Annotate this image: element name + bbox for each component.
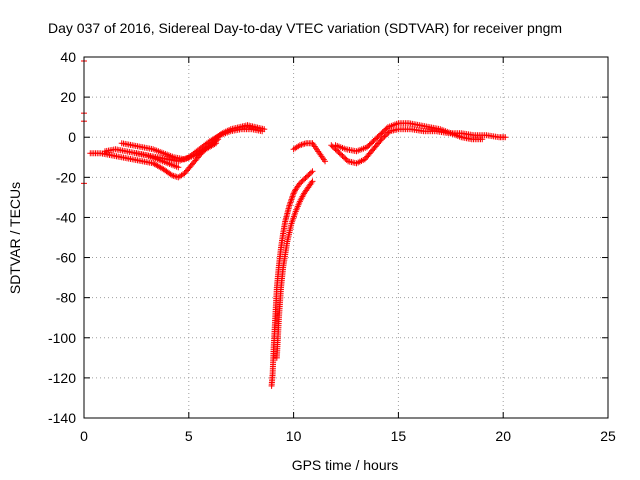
y-axis-label: SDTVAR / TECUs: [7, 182, 23, 294]
data-point: [301, 176, 308, 183]
y-tick-label: 20: [60, 89, 76, 105]
data-point: [384, 130, 391, 137]
axis-ticks: 0 5 10 15 20 25 40 20 0 -20 -40 -60 -80 -100 -120 -140: [48, 49, 616, 444]
data-point: [309, 178, 316, 185]
data-point: [296, 180, 303, 187]
data-point: [338, 151, 345, 158]
data-point: [322, 158, 329, 165]
data-point: [375, 132, 382, 139]
data-point: [261, 126, 268, 133]
data-point: [382, 126, 389, 133]
data-point: [290, 190, 297, 197]
data-point: [369, 139, 376, 146]
data-point: [366, 141, 373, 148]
data-point: [211, 141, 218, 148]
data-point: [381, 133, 388, 140]
data-point: [303, 173, 310, 180]
data-point: [373, 135, 380, 142]
data-point: [309, 168, 316, 175]
data-point: [329, 143, 336, 150]
y-tick-label: -140: [48, 410, 76, 426]
plot-frame: [83, 56, 609, 419]
data-point: [502, 134, 509, 141]
y-tick-label: -20: [56, 169, 76, 185]
y-tick-label: -80: [56, 290, 76, 306]
data-point: [286, 200, 293, 207]
chart-title: Day 037 of 2016, Sidereal Day-to-day VTE…: [48, 20, 562, 36]
data-point: [301, 140, 308, 147]
x-axis-label: GPS time / hours: [292, 457, 399, 473]
data-point: [217, 131, 224, 138]
grid-lines: [84, 57, 608, 418]
data-point: [383, 125, 390, 132]
y-tick-label: -100: [48, 330, 76, 346]
data-point: [340, 154, 347, 161]
y-tick-label: 0: [68, 129, 76, 145]
data-point: [365, 142, 372, 149]
data-point: [287, 199, 294, 206]
data-point: [343, 156, 350, 163]
data-point: [377, 137, 384, 144]
x-tick-label: 0: [80, 428, 88, 444]
data-point: [342, 155, 349, 162]
x-tick-label: 25: [600, 428, 616, 444]
data-point: [377, 131, 384, 138]
data-point: [173, 173, 180, 180]
data-point: [291, 189, 298, 196]
y-tick-label: -60: [56, 250, 76, 266]
x-tick-label: 10: [286, 428, 302, 444]
data-point: [370, 137, 377, 144]
data-point: [335, 148, 342, 155]
data-point: [302, 175, 309, 182]
x-tick-label: 15: [391, 428, 407, 444]
data-point: [308, 169, 315, 176]
data-point: [379, 129, 386, 136]
data-point: [378, 136, 385, 143]
data-point: [213, 140, 220, 147]
data-point: [287, 197, 294, 204]
data-point: [363, 144, 370, 151]
x-tick-label: 20: [495, 428, 511, 444]
data-point: [339, 152, 346, 159]
data-point: [374, 134, 381, 141]
data-point: [367, 140, 374, 147]
data-point: [289, 194, 296, 201]
data-point: [175, 164, 182, 171]
data-point: [380, 127, 387, 134]
y-tick-label: -120: [48, 370, 76, 386]
data-point: [331, 144, 338, 151]
data-point: [299, 177, 306, 184]
data-point: [305, 172, 312, 179]
data-point: [382, 132, 389, 139]
data-point: [380, 134, 387, 141]
data-point: [385, 129, 392, 136]
data-point: [479, 136, 486, 143]
x-tick-label: 5: [185, 428, 193, 444]
data-point: [378, 130, 385, 137]
data-point: [298, 179, 305, 186]
y-tick-label: 40: [60, 49, 76, 65]
data-point: [371, 136, 378, 143]
data-point: [306, 170, 313, 177]
data-points: [81, 58, 509, 389]
y-tick-label: -40: [56, 209, 76, 225]
data-point: [336, 150, 343, 157]
